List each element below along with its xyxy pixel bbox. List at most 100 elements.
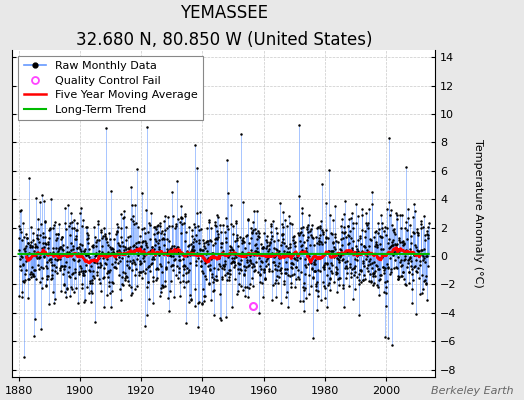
Point	[374, 230, 382, 236]
Point	[422, 280, 431, 287]
Point	[143, 124, 151, 130]
Point	[231, 237, 239, 244]
Point	[314, 267, 322, 273]
Point	[205, 219, 213, 225]
Point	[210, 312, 218, 318]
Point	[382, 303, 390, 309]
Point	[48, 275, 57, 281]
Point	[283, 252, 292, 259]
Point	[389, 242, 397, 248]
Point	[104, 274, 113, 280]
Point	[307, 283, 315, 289]
Point	[342, 263, 351, 270]
Point	[188, 246, 196, 252]
Point	[49, 244, 58, 251]
Point	[159, 235, 167, 241]
Point	[21, 245, 30, 251]
Point	[293, 230, 302, 236]
Point	[22, 231, 30, 237]
Point	[71, 275, 79, 281]
Point	[40, 253, 48, 259]
Point	[265, 268, 274, 274]
Point	[63, 252, 72, 258]
Point	[345, 216, 353, 222]
Point	[260, 276, 269, 283]
Point	[402, 164, 410, 170]
Point	[88, 280, 96, 286]
Point	[206, 267, 214, 274]
Point	[94, 251, 103, 258]
Point	[158, 282, 166, 288]
Point	[222, 239, 230, 246]
Point	[311, 268, 320, 275]
Point	[409, 249, 417, 256]
Point	[292, 276, 301, 282]
Point	[326, 260, 335, 266]
Point	[228, 259, 236, 265]
Point	[241, 245, 249, 251]
Point	[84, 235, 92, 241]
Point	[296, 230, 304, 236]
Point	[166, 288, 174, 294]
Point	[326, 276, 334, 282]
Point	[104, 283, 113, 289]
Point	[202, 238, 211, 244]
Point	[115, 242, 124, 248]
Point	[138, 225, 147, 232]
Point	[339, 256, 347, 262]
Point	[206, 297, 215, 303]
Point	[287, 260, 295, 266]
Point	[30, 316, 39, 322]
Point	[226, 221, 235, 228]
Point	[66, 293, 74, 299]
Point	[141, 230, 149, 237]
Point	[119, 243, 127, 250]
Point	[246, 257, 255, 263]
Point	[336, 252, 344, 259]
Point	[174, 248, 182, 255]
Point	[190, 286, 199, 292]
Point	[330, 254, 338, 261]
Point	[39, 265, 48, 271]
Point	[149, 254, 157, 260]
Point	[420, 277, 429, 284]
Point	[397, 273, 406, 280]
Point	[119, 250, 128, 256]
Point	[400, 253, 409, 259]
Point	[118, 255, 127, 262]
Point	[185, 242, 193, 249]
Point	[291, 239, 299, 246]
Point	[225, 266, 233, 273]
Point	[46, 226, 54, 232]
Point	[187, 296, 195, 303]
Point	[309, 235, 318, 241]
Point	[239, 199, 247, 206]
Point	[312, 234, 320, 240]
Point	[316, 232, 325, 238]
Point	[235, 270, 243, 276]
Point	[181, 213, 189, 219]
Point	[15, 293, 23, 299]
Point	[173, 244, 181, 250]
Point	[407, 232, 415, 239]
Point	[403, 226, 411, 233]
Point	[420, 255, 428, 262]
Point	[394, 276, 402, 282]
Point	[308, 222, 316, 228]
Point	[111, 256, 119, 262]
Point	[71, 236, 79, 242]
Point	[203, 240, 212, 247]
Point	[372, 240, 380, 247]
Point	[221, 261, 229, 267]
Point	[421, 232, 429, 238]
Point	[35, 254, 43, 260]
Point	[373, 244, 381, 250]
Point	[253, 244, 261, 251]
Point	[82, 224, 91, 230]
Point	[358, 277, 367, 283]
Point	[223, 277, 232, 284]
Point	[42, 283, 50, 289]
Point	[60, 266, 68, 272]
Point	[287, 264, 296, 270]
Point	[20, 354, 29, 360]
